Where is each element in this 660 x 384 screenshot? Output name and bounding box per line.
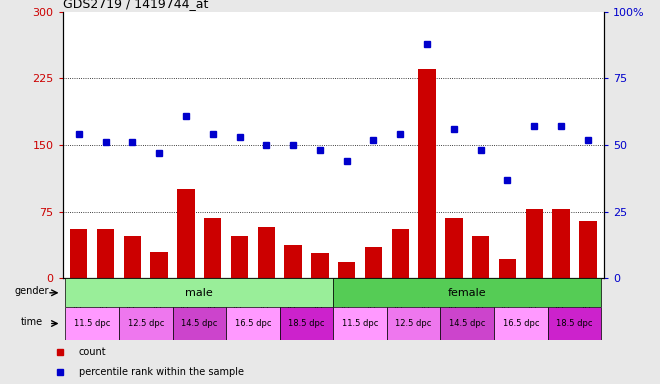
Bar [338, 262, 355, 278]
Bar [440, 307, 494, 340]
Bar [178, 189, 195, 278]
Bar [172, 307, 226, 340]
Text: 16.5 dpc: 16.5 dpc [503, 319, 539, 328]
Text: GDS2719 / 1419744_at: GDS2719 / 1419744_at [63, 0, 208, 10]
Text: gender: gender [14, 286, 49, 296]
Bar [119, 307, 172, 340]
Bar [445, 218, 463, 278]
Bar [65, 307, 119, 340]
Bar [280, 307, 333, 340]
Text: percentile rank within the sample: percentile rank within the sample [79, 367, 244, 377]
Bar [70, 230, 88, 278]
Text: 11.5 dpc: 11.5 dpc [74, 319, 110, 328]
Bar [333, 278, 601, 307]
Text: 16.5 dpc: 16.5 dpc [235, 319, 271, 328]
Bar [333, 307, 387, 340]
Text: 14.5 dpc: 14.5 dpc [181, 319, 218, 328]
Bar [97, 230, 114, 278]
Text: count: count [79, 347, 106, 357]
Bar [150, 252, 168, 278]
Text: 18.5 dpc: 18.5 dpc [556, 319, 593, 328]
Bar [391, 230, 409, 278]
Bar [499, 259, 516, 278]
Bar [65, 278, 333, 307]
Bar [472, 236, 489, 278]
Text: 12.5 dpc: 12.5 dpc [395, 319, 432, 328]
Text: female: female [448, 288, 486, 298]
Bar [226, 307, 280, 340]
Bar [525, 209, 543, 278]
Bar [204, 218, 222, 278]
Bar [552, 209, 570, 278]
Text: 14.5 dpc: 14.5 dpc [449, 319, 486, 328]
Bar [548, 307, 601, 340]
Text: 12.5 dpc: 12.5 dpc [127, 319, 164, 328]
Text: male: male [185, 288, 213, 298]
Bar [123, 236, 141, 278]
Bar [284, 245, 302, 278]
Text: time: time [20, 317, 42, 327]
Bar [312, 253, 329, 278]
Bar [231, 236, 248, 278]
Text: 18.5 dpc: 18.5 dpc [288, 319, 325, 328]
Bar [365, 247, 382, 278]
Bar [494, 307, 548, 340]
Bar [387, 307, 440, 340]
Text: 11.5 dpc: 11.5 dpc [342, 319, 378, 328]
Bar [257, 227, 275, 278]
Bar [418, 70, 436, 278]
Bar [579, 220, 597, 278]
